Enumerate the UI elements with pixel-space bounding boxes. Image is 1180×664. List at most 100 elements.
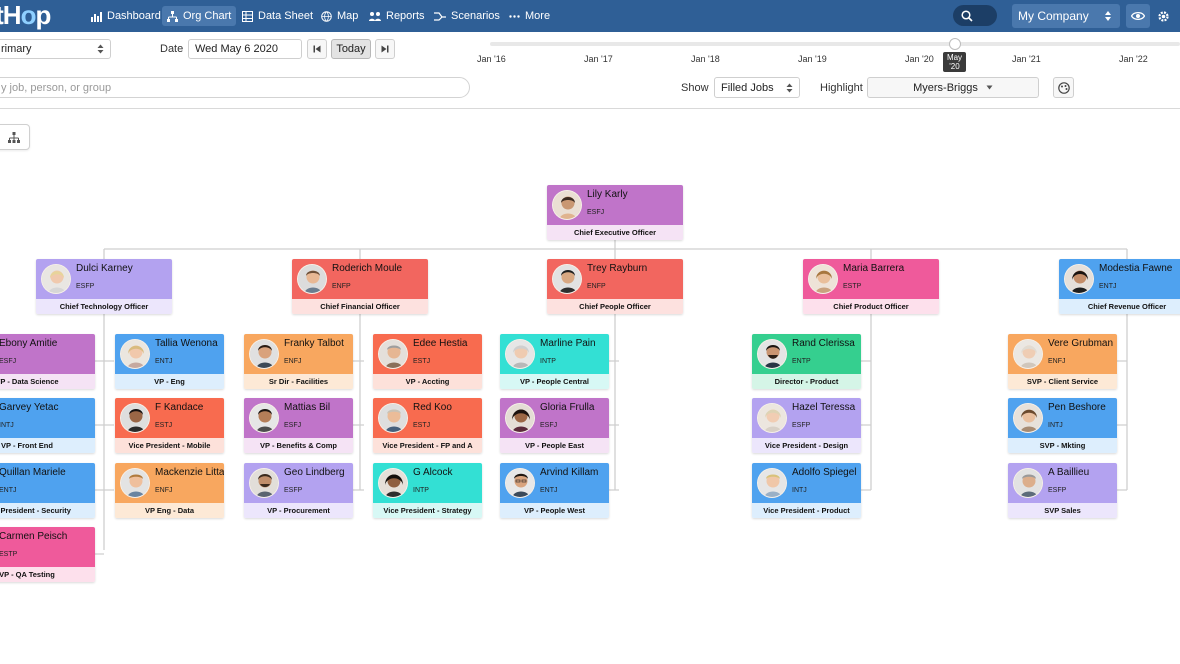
org-card[interactable]: Franky Talbot ENFJ Sr Dir - Facilities xyxy=(244,334,353,389)
app-logo[interactable]: rtHop xyxy=(0,0,51,30)
org-card[interactable]: Maria Barrera ESTP Chief Product Officer xyxy=(803,259,939,314)
org-card[interactable]: Tallia Wenona ENTJ VP - Eng xyxy=(115,334,224,389)
avatar xyxy=(757,339,787,369)
nav-dashboard[interactable]: Dashboard xyxy=(86,6,166,26)
timeline-label: Jan '19 xyxy=(798,54,827,64)
view-toggle-button[interactable] xyxy=(1126,4,1150,28)
nav-map[interactable]: Map xyxy=(316,6,363,26)
date-input[interactable]: Wed May 6 2020 xyxy=(188,39,302,59)
personality-type: INTJ xyxy=(792,487,807,494)
org-card[interactable]: Roderich Moule ENFP Chief Financial Offi… xyxy=(292,259,428,314)
settings-button[interactable] xyxy=(1153,4,1173,28)
org-card[interactable]: Carmen Peisch ESTP VP - QA Testing xyxy=(0,527,95,582)
person-name: Maria Barrera xyxy=(843,263,905,274)
person-name: Quillan Mariele xyxy=(0,467,66,478)
job-title: Vice President - Product xyxy=(752,503,861,518)
today-button[interactable]: Today xyxy=(331,39,371,59)
skip-back-icon xyxy=(313,45,321,53)
avatar xyxy=(378,403,408,433)
skip-forward-icon xyxy=(381,45,389,53)
nav-data-sheet[interactable]: Data Sheet xyxy=(237,6,318,26)
org-card[interactable]: Mackenzie Litta ENFJ VP Eng - Data xyxy=(115,463,224,518)
person-name: Roderich Moule xyxy=(332,263,403,274)
job-title: Chief Revenue Officer xyxy=(1059,299,1180,314)
nav-scenarios[interactable]: Scenarios xyxy=(429,6,505,26)
job-title: Sr Dir - Facilities xyxy=(244,374,353,389)
job-title: VP - Benefits & Comp xyxy=(244,438,353,453)
org-card[interactable]: G Alcock INTP Vice President - Strategy xyxy=(373,463,482,518)
org-card[interactable]: Modestia Fawne ENTJ Chief Revenue Office… xyxy=(1059,259,1180,314)
primary-view-select[interactable]: rimary xyxy=(0,39,111,59)
nav-org-chart[interactable]: Org Chart xyxy=(162,6,237,26)
person-name: Gloria Frulla xyxy=(540,402,595,413)
org-card[interactable]: Adolfo Spiegel INTJ Vice President - Pro… xyxy=(752,463,861,518)
person-name: Hazel Teressa xyxy=(792,402,856,413)
org-card[interactable]: Geo Lindberg ESFP VP - Procurement xyxy=(244,463,353,518)
person-name: Arvind Killam xyxy=(540,467,599,478)
job-title: Chief People Officer xyxy=(547,299,683,314)
avatar xyxy=(249,403,279,433)
org-card[interactable]: Arvind Killam ENTJ VP - People West xyxy=(500,463,609,518)
org-card[interactable]: Rand Clerissa ENTP Director - Product xyxy=(752,334,861,389)
org-card[interactable]: Red Koo ESTJ Vice President - FP and A xyxy=(373,398,482,453)
org-card[interactable]: Mattias Bil ESFJ VP - Benefits & Comp xyxy=(244,398,353,453)
reports-icon xyxy=(369,11,381,21)
nav-scenarios-label: Scenarios xyxy=(451,10,500,22)
nav-map-label: Map xyxy=(337,10,359,22)
show-filter-select[interactable]: Filled Jobs xyxy=(714,77,800,98)
job-title: VP - Front End xyxy=(0,438,95,453)
org-card[interactable]: Edee Hestia ESTJ VP - Accting xyxy=(373,334,482,389)
tree-layout-button[interactable] xyxy=(5,129,23,146)
person-name: Dulci Karney xyxy=(76,263,133,274)
timeline-label: Jan '22 xyxy=(1119,54,1148,64)
highlight-label: Highlight xyxy=(820,82,863,94)
updown-arrows-icon xyxy=(97,44,104,54)
next-date-button[interactable] xyxy=(375,39,395,59)
org-card[interactable]: Ebony Amitie ESFJ VP - Data Science xyxy=(0,334,95,389)
palette-button[interactable] xyxy=(1053,77,1074,98)
person-name: Carmen Peisch xyxy=(0,531,68,542)
company-select[interactable]: My Company xyxy=(1012,4,1120,28)
timeline-label: Jan '21 xyxy=(1012,54,1041,64)
person-name: Adolfo Spiegel xyxy=(792,467,857,478)
personality-type: ESFJ xyxy=(587,209,605,216)
person-name: Tallia Wenona xyxy=(155,338,218,349)
avatar xyxy=(378,339,408,369)
person-name: Mattias Bil xyxy=(284,402,331,413)
org-card[interactable]: Pen Beshore INTJ SVP - Mkting xyxy=(1008,398,1117,453)
org-card[interactable]: Quillan Mariele ENTJ Vice President - Se… xyxy=(0,463,95,518)
org-card[interactable]: F Kandace ESTJ Vice President - Mobile xyxy=(115,398,224,453)
highlight-select[interactable]: Myers-Briggs xyxy=(867,77,1039,98)
table-icon xyxy=(242,10,253,22)
dashboard-icon xyxy=(91,11,102,22)
nav-reports[interactable]: Reports xyxy=(364,6,430,26)
org-card[interactable]: Hazel Teressa ESFP Vice President - Desi… xyxy=(752,398,861,453)
more-dots-icon xyxy=(509,14,520,18)
eye-icon xyxy=(1131,11,1145,21)
org-card-ceo[interactable]: Lily Karly ESFJ Chief Executive Officer xyxy=(547,185,683,240)
layout-toolbox xyxy=(0,124,30,150)
person-name: Modestia Fawne xyxy=(1099,263,1173,274)
org-card[interactable]: Garvey Yetac INTJ VP - Front End xyxy=(0,398,95,453)
org-card[interactable]: Gloria Frulla ESFJ VP - People East xyxy=(500,398,609,453)
personality-type: ESFP xyxy=(792,422,811,429)
nav-more[interactable]: More xyxy=(504,6,555,26)
job-title: Vice President - Design xyxy=(752,438,861,453)
global-search-button[interactable] xyxy=(953,5,997,26)
org-card[interactable]: A Baillieu ESFP SVP Sales xyxy=(1008,463,1117,518)
org-card[interactable]: Dulci Karney ESFP Chief Technology Offic… xyxy=(36,259,172,314)
org-card[interactable]: Vere Grubman ENFJ SVP - Client Service xyxy=(1008,334,1117,389)
nav-dashboard-label: Dashboard xyxy=(107,10,161,22)
timeline-slider-thumb[interactable] xyxy=(949,38,961,50)
avatar xyxy=(505,339,535,369)
primary-view-value: rimary xyxy=(1,43,32,55)
org-card[interactable]: Marline Pain INTP VP - People Central xyxy=(500,334,609,389)
org-card[interactable]: Trey Rayburn ENFP Chief People Officer xyxy=(547,259,683,314)
job-title: Chief Financial Officer xyxy=(292,299,428,314)
avatar xyxy=(1013,403,1043,433)
avatar xyxy=(757,468,787,498)
previous-date-button[interactable] xyxy=(307,39,327,59)
timeline-slider-track[interactable] xyxy=(490,42,1180,46)
org-search-input[interactable]: y job, person, or group xyxy=(0,77,470,98)
